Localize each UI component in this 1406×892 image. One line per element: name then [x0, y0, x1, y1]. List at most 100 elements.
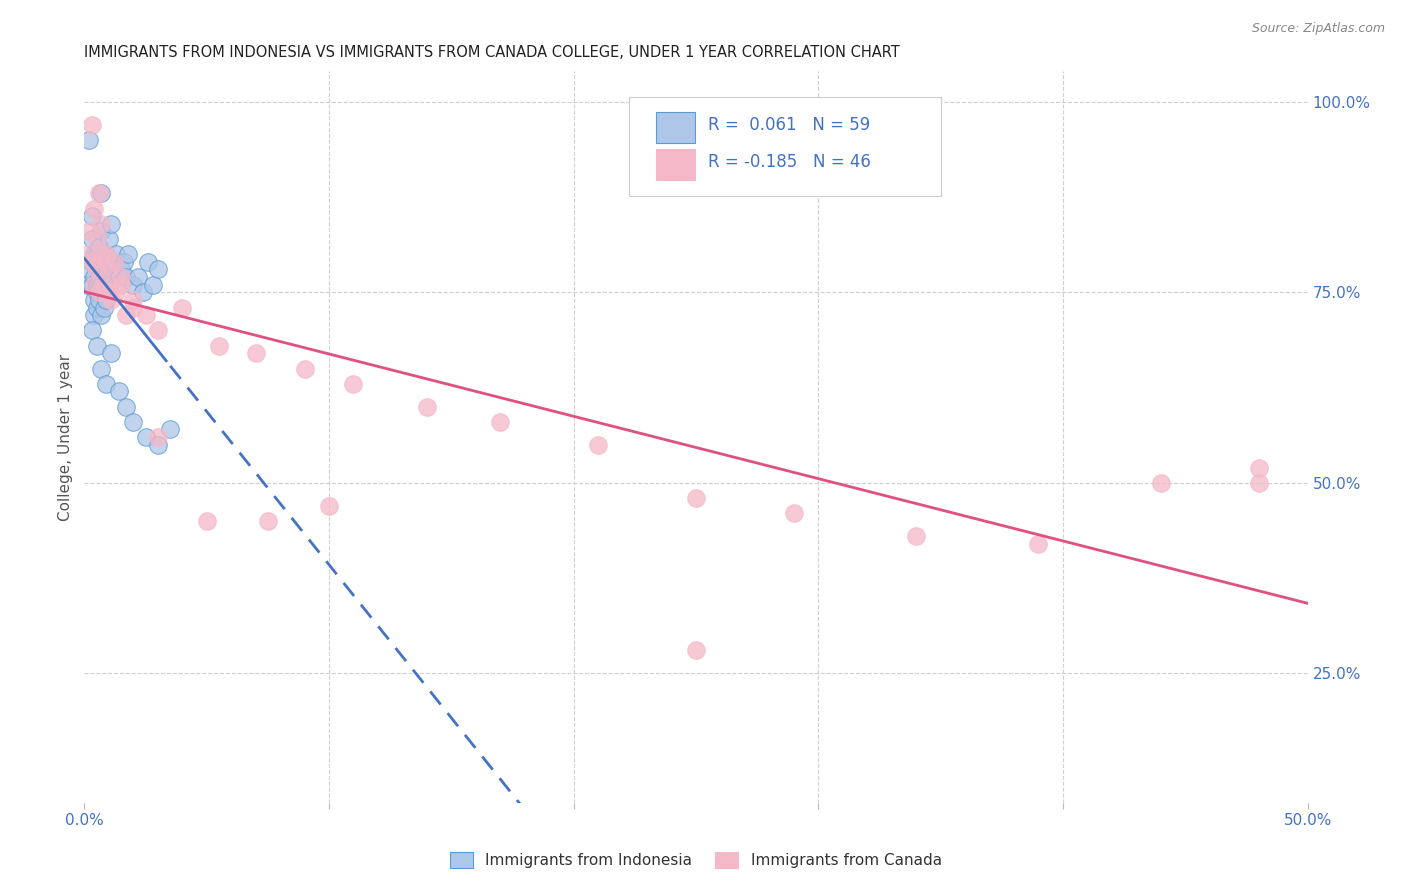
FancyBboxPatch shape [655, 112, 695, 143]
Point [135, 308, 157, 322]
Point [107, 270, 129, 285]
Point [110, 262, 132, 277]
Point [80, 118, 103, 132]
Point [489, 415, 512, 429]
Point [83, 247, 105, 261]
Point [146, 262, 169, 277]
Point [100, 346, 122, 360]
Point [77, 262, 100, 277]
Point [87, 270, 110, 285]
Point [132, 285, 155, 300]
Point [146, 323, 169, 337]
Point [294, 361, 316, 376]
Point [90, 217, 112, 231]
Point [86, 277, 108, 292]
Point [100, 217, 122, 231]
Point [146, 438, 169, 452]
Point [83, 308, 105, 322]
Point [416, 400, 439, 414]
FancyBboxPatch shape [655, 149, 695, 179]
Point [80, 209, 103, 223]
Legend: Immigrants from Indonesia, Immigrants from Canada: Immigrants from Indonesia, Immigrants fr… [450, 853, 942, 868]
Point [110, 270, 132, 285]
Point [80, 232, 103, 246]
Point [142, 277, 165, 292]
Point [80, 277, 103, 292]
Point [103, 255, 125, 269]
Point [77, 133, 100, 147]
Point [103, 255, 125, 269]
Point [87, 293, 110, 307]
Point [90, 247, 112, 261]
Point [318, 499, 340, 513]
Point [86, 338, 108, 352]
Point [685, 643, 707, 657]
Point [93, 277, 115, 292]
Text: Source: ZipAtlas.com: Source: ZipAtlas.com [1251, 22, 1385, 36]
Point [76, 277, 98, 292]
Point [96, 376, 118, 391]
Point [117, 247, 139, 261]
Point [86, 285, 108, 300]
Point [115, 270, 138, 285]
Point [93, 285, 115, 300]
Point [97, 285, 120, 300]
Point [159, 422, 181, 436]
Point [208, 338, 231, 352]
Text: R =  0.061   N = 59: R = 0.061 N = 59 [709, 117, 870, 135]
Point [77, 224, 100, 238]
Point [1028, 537, 1050, 551]
Point [90, 186, 112, 201]
Point [136, 255, 159, 269]
Point [172, 301, 194, 315]
Point [83, 277, 105, 292]
Point [86, 301, 108, 315]
Point [80, 323, 103, 337]
Point [96, 270, 118, 285]
Point [96, 247, 118, 261]
Point [86, 255, 108, 269]
Point [93, 301, 115, 315]
Point [83, 293, 105, 307]
Point [685, 491, 707, 505]
Point [105, 247, 128, 261]
Point [96, 293, 118, 307]
Point [146, 430, 169, 444]
Point [90, 277, 112, 292]
Point [83, 202, 105, 216]
Point [1247, 460, 1270, 475]
Point [100, 293, 122, 307]
Point [107, 384, 129, 399]
Point [87, 186, 110, 201]
Point [87, 285, 110, 300]
Point [80, 255, 103, 269]
Point [100, 262, 122, 277]
Point [905, 529, 928, 543]
Point [115, 400, 138, 414]
Point [122, 415, 145, 429]
Point [245, 346, 267, 360]
Text: R = -0.185   N = 46: R = -0.185 N = 46 [709, 153, 872, 171]
FancyBboxPatch shape [628, 97, 941, 195]
Point [90, 308, 112, 322]
Point [257, 514, 280, 528]
Point [110, 277, 132, 292]
Point [127, 270, 149, 285]
Point [115, 308, 138, 322]
Point [1247, 475, 1270, 490]
Point [135, 430, 157, 444]
Point [97, 232, 120, 246]
Point [97, 277, 120, 292]
Point [97, 262, 120, 277]
Point [342, 376, 364, 391]
Point [87, 285, 110, 300]
Point [86, 262, 108, 277]
Point [90, 224, 112, 238]
Point [90, 361, 112, 376]
Point [112, 255, 135, 269]
Point [105, 285, 128, 300]
Point [76, 247, 98, 261]
Point [195, 514, 218, 528]
Point [122, 301, 145, 315]
Point [86, 232, 108, 246]
